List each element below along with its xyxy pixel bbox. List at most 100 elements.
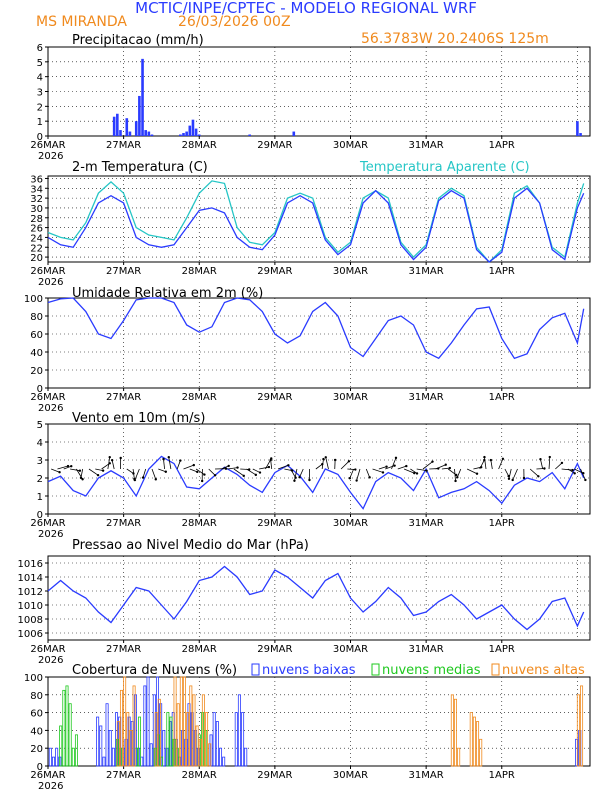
wind-arrow-head	[162, 458, 164, 460]
wind-arrow-head	[405, 465, 407, 467]
wind-arrow	[423, 462, 433, 469]
cloud-bar	[56, 748, 58, 766]
wind-arrow-head	[269, 459, 271, 461]
panel-frame	[48, 424, 590, 514]
y-tick-label: 32	[30, 194, 43, 205]
y-tick-label: 22	[30, 243, 43, 254]
y-tick-label: 36	[30, 174, 43, 185]
precip-bar	[179, 135, 182, 136]
cloud-bar	[75, 735, 77, 766]
precip-bar	[192, 120, 195, 136]
x-tick-label: 26MAR	[30, 518, 65, 529]
wind-arrow-head	[155, 478, 157, 480]
series-line	[48, 181, 584, 262]
x-tick-label: 30MAR	[333, 518, 368, 529]
precip-bar	[138, 96, 141, 136]
cloud-bar	[580, 686, 582, 766]
y-tick-label: 5	[37, 420, 43, 431]
wind-arrow-head	[109, 456, 111, 458]
precip-bar	[135, 121, 138, 136]
y-tick-label: 2	[37, 102, 43, 113]
cloud-bar	[219, 748, 221, 766]
wind-arrow-head	[416, 472, 418, 474]
x-tick-label: 31MAR	[409, 266, 444, 277]
y-tick-label: 1008	[18, 615, 43, 626]
cloud-bar	[97, 717, 99, 766]
series-line	[48, 188, 584, 262]
wind-arrow-head	[325, 456, 327, 458]
x-tick-label: 26MAR	[30, 392, 65, 403]
cloud-bar	[223, 757, 225, 766]
cloud-bar	[213, 713, 215, 766]
wind-arrow-head	[259, 471, 261, 473]
x-year-label: 2026	[38, 277, 63, 288]
header-coords: 56.3783W 20.2406S 125m	[361, 31, 549, 47]
wind-arrow-head	[382, 471, 384, 473]
y-tick-label: 4	[37, 438, 43, 449]
wind-arrow-head	[511, 479, 513, 481]
legend-label: Temperatura Aparente (C)	[359, 160, 530, 175]
x-tick-label: 30MAR	[333, 392, 368, 403]
wind-arrow	[373, 469, 383, 472]
cloud-bar	[49, 748, 51, 766]
y-tick-label: 3	[37, 88, 43, 99]
wind-arrow	[581, 469, 586, 480]
wind-arrow-head	[111, 459, 113, 461]
cloud-bar	[100, 726, 102, 766]
wind-arrow-head	[80, 477, 82, 479]
cloud-bar	[112, 748, 114, 766]
wind-arrow-head	[227, 465, 229, 467]
cloud-bar	[235, 713, 237, 766]
wind-arrow-head	[322, 458, 324, 460]
y-tick-label: 34	[30, 184, 43, 195]
wind-arrow-head	[308, 479, 310, 481]
precip-bar	[576, 121, 579, 136]
wind-arrow-head	[334, 459, 336, 461]
wind-arrow-head	[393, 464, 395, 466]
panel-title: 2-m Temperatura (C)	[72, 160, 208, 175]
wind-arrow-head	[476, 473, 478, 475]
x-tick-label: 28MAR	[182, 266, 217, 277]
wind-arrow-head	[255, 474, 257, 476]
y-tick-label: 26	[30, 224, 43, 235]
y-tick-label: 1010	[18, 601, 43, 612]
wind-arrow-head	[483, 456, 485, 458]
cloud-bar	[103, 757, 105, 766]
wind-arrow-head	[134, 479, 136, 481]
x-tick-label: 1APR	[489, 770, 515, 781]
precip-bar	[248, 135, 251, 136]
wind-arrow-head	[58, 471, 60, 473]
y-tick-label: 1014	[18, 573, 43, 584]
x-year-label: 2026	[38, 403, 63, 414]
y-tick-label: 1	[37, 117, 43, 128]
y-tick-label: 1016	[18, 559, 43, 570]
wind-arrow-head	[502, 458, 504, 460]
wind-arrow	[57, 466, 68, 469]
legend-label: nuvens baixas	[262, 663, 356, 678]
x-year-label: 2026	[38, 781, 63, 792]
x-tick-label: 1APR	[489, 518, 515, 529]
x-tick-label: 1APR	[489, 392, 515, 403]
y-tick-label: 2	[37, 474, 43, 485]
y-tick-label: 24	[30, 233, 43, 244]
wind-arrow-head	[165, 471, 167, 473]
y-tick-label: 40	[30, 726, 43, 737]
precip-bar	[141, 59, 144, 136]
y-tick-label: 60	[30, 330, 43, 341]
legend-label: nuvens medias	[382, 663, 481, 678]
y-tick-label: 5	[37, 58, 43, 69]
wind-arrow-head	[214, 474, 216, 476]
wind-arrow-head	[193, 464, 195, 466]
wind-arrow	[491, 460, 492, 469]
cloud-bar	[241, 713, 243, 766]
wind-arrow	[294, 469, 296, 481]
series-line	[48, 567, 584, 630]
x-tick-label: 27MAR	[106, 518, 141, 529]
cloud-bar	[238, 695, 240, 766]
wind-arrow	[271, 460, 272, 469]
